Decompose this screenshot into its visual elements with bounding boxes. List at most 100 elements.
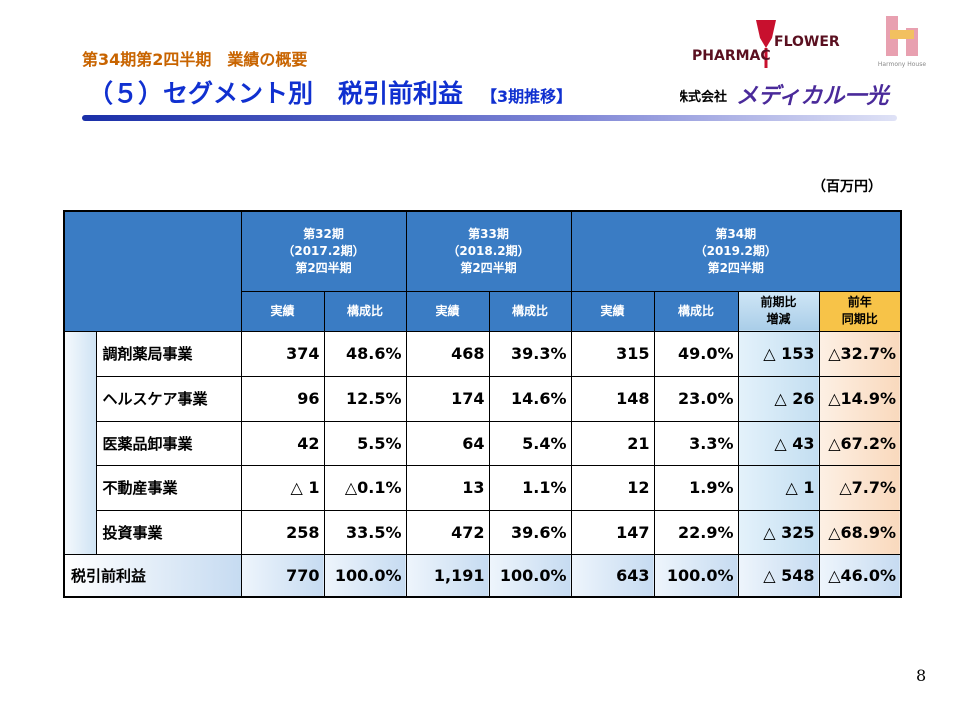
data-row: 調剤薬局事業 374 48.6% 468 39.3% 315 49.0% △ 153 △32.7… [63,330,902,555]
subheader-row: 実績 構成比 実績 構成比 実績 構成比 前期比 増減 前年 同期比 [64,290,902,332]
value-cell: 468 [405,330,490,377]
row-label: 投資事業 [95,509,242,555]
header-row: 第32期 （2017.2期） 第2四半期 第33期 （2018.2期） 第2四半期 第34期… [63,210,902,332]
total-cell: 100.0% [653,553,739,598]
value-cell: 1.9% [653,464,739,511]
value-cell: 33.5% [323,509,407,555]
value-cell: 147 [570,509,655,555]
company-name: メディカル一光 [736,83,891,108]
row-label: 医薬品卸事業 [95,420,242,466]
column-header: 前期比 増減 [737,290,820,332]
row-label: 不動産事業 [95,464,242,511]
title-text: （５）セグメント別 税引前利益 [88,79,464,108]
value-cell: △67.2% [818,420,902,466]
value-cell: △7.7% [818,464,902,511]
header-line: （2017.2期） [282,243,365,258]
header-line: 第34期 [715,226,757,241]
title: （５）セグメント別 税引前利益 【3期推移】 [88,74,572,110]
value-cell: 3.3% [653,420,739,466]
header-line: 第2四半期 [295,260,352,275]
total-cell: △ 548 [737,553,820,598]
value-cell: △ 26 [737,375,820,422]
header-line: 第2四半期 [707,260,764,275]
subtitle: 第34期第2四半期 業績の概要 [82,50,308,69]
header-line: （2018.2期） [447,243,530,258]
value-cell: 148 [570,375,655,422]
logo-house: Harmony House [878,61,926,68]
column-header: 実績 [240,290,325,332]
column-header: 前年 同期比 [818,290,902,332]
logo-left: PHARMAC [692,48,771,64]
column-header: 構成比 [323,290,407,332]
company-prefix: 株式会社 [680,89,727,105]
value-cell: △32.7% [818,330,902,377]
value-cell: △68.9% [818,509,902,555]
data-row: 投資事業 258 33.5% 472 39.6% 147 22.9% △ 325 △68.9% [64,509,902,555]
data-row: 医薬品卸事業 42 5.5% 64 5.4% 21 3.3% △ 43 △67.2% [64,420,902,466]
column-header: 構成比 [653,290,739,332]
column-header: 実績 [405,290,490,332]
value-cell: △ 43 [737,420,820,466]
value-cell: 23.0% [653,375,739,422]
value-cell: △0.1% [323,464,407,511]
value-cell: 96 [240,375,325,422]
value-cell: 13 [405,464,490,511]
unit: （百万円） [812,179,882,195]
total-cell: 643 [570,553,655,598]
value-cell: △14.9% [818,375,902,422]
logo: PHARMAC FLOWER Harmony House 株式会社 メディカル一… [680,16,926,108]
period-header: 第34期 （2019.2期） 第2四半期 [570,210,902,292]
header-line: 第32期 [303,226,344,241]
value-cell: 1.1% [488,464,572,511]
column-header: 実績 [570,290,655,332]
header-line: 増減 [766,312,791,326]
header-line: 第2四半期 [460,260,517,275]
header-line: 前年 [847,295,872,309]
corner-cell [63,210,242,332]
value-cell: 12.5% [323,375,407,422]
total-cell: 100.0% [488,553,572,598]
total-cell: △46.0% [818,553,902,598]
segment-table: 第32期 （2017.2期） 第2四半期 第33期 （2018.2期） 第2四半期 第34期… [63,210,902,598]
total-cell: 100.0% [323,553,407,598]
total-row: 税引前利益 770 100.0% 1,191 100.0% 643 100.0% △ 548 △… [63,553,902,598]
value-cell: 39.6% [488,509,572,555]
value-cell: 14.6% [488,375,572,422]
value-cell: 21 [570,420,655,466]
header-line: 第33期 [468,226,509,241]
value-cell: △ 153 [737,330,820,377]
row-label: ヘルスケア事業 [95,375,242,422]
row-label: 調剤薬局事業 [95,330,242,377]
value-cell: 315 [570,330,655,377]
value-cell: △ 1 [240,464,325,511]
value-cell: 374 [240,330,325,377]
total-label: 税引前利益 [63,553,242,598]
data-row: ヘルスケア事業 96 12.5% 174 14.6% 148 23.0% △ 26 △14.9% [64,375,902,422]
header-line: 同期比 [841,312,878,326]
value-cell: 5.5% [323,420,407,466]
title-note: 【3期推移】 [481,87,573,106]
value-cell: 22.9% [653,509,739,555]
value-cell: 258 [240,509,325,555]
header-line: 前期比 [760,295,797,309]
period-header: 第32期 （2017.2期） 第2四半期 [240,210,407,292]
value-cell: △ 1 [737,464,820,511]
value-cell: 48.6% [323,330,407,377]
total-cell: 1,191 [405,553,490,598]
header-line: （2019.2期） [694,243,777,258]
logo-right: FLOWER [774,34,840,50]
value-cell: 49.0% [653,330,739,377]
value-cell: 12 [570,464,655,511]
value-cell: 472 [405,509,490,555]
value-cell: 174 [405,375,490,422]
indent-cell [63,330,97,555]
title-underline [82,115,897,121]
total-cell: 770 [240,553,325,598]
period-header: 第33期 （2018.2期） 第2四半期 [405,210,572,292]
value-cell: 39.3% [488,330,572,377]
value-cell: 5.4% [488,420,572,466]
value-cell: △ 325 [737,509,820,555]
data-row: 不動産事業 △ 1 △0.1% 13 1.1% 12 1.9% △ 1 △7.7% [64,464,902,511]
value-cell: 64 [405,420,490,466]
